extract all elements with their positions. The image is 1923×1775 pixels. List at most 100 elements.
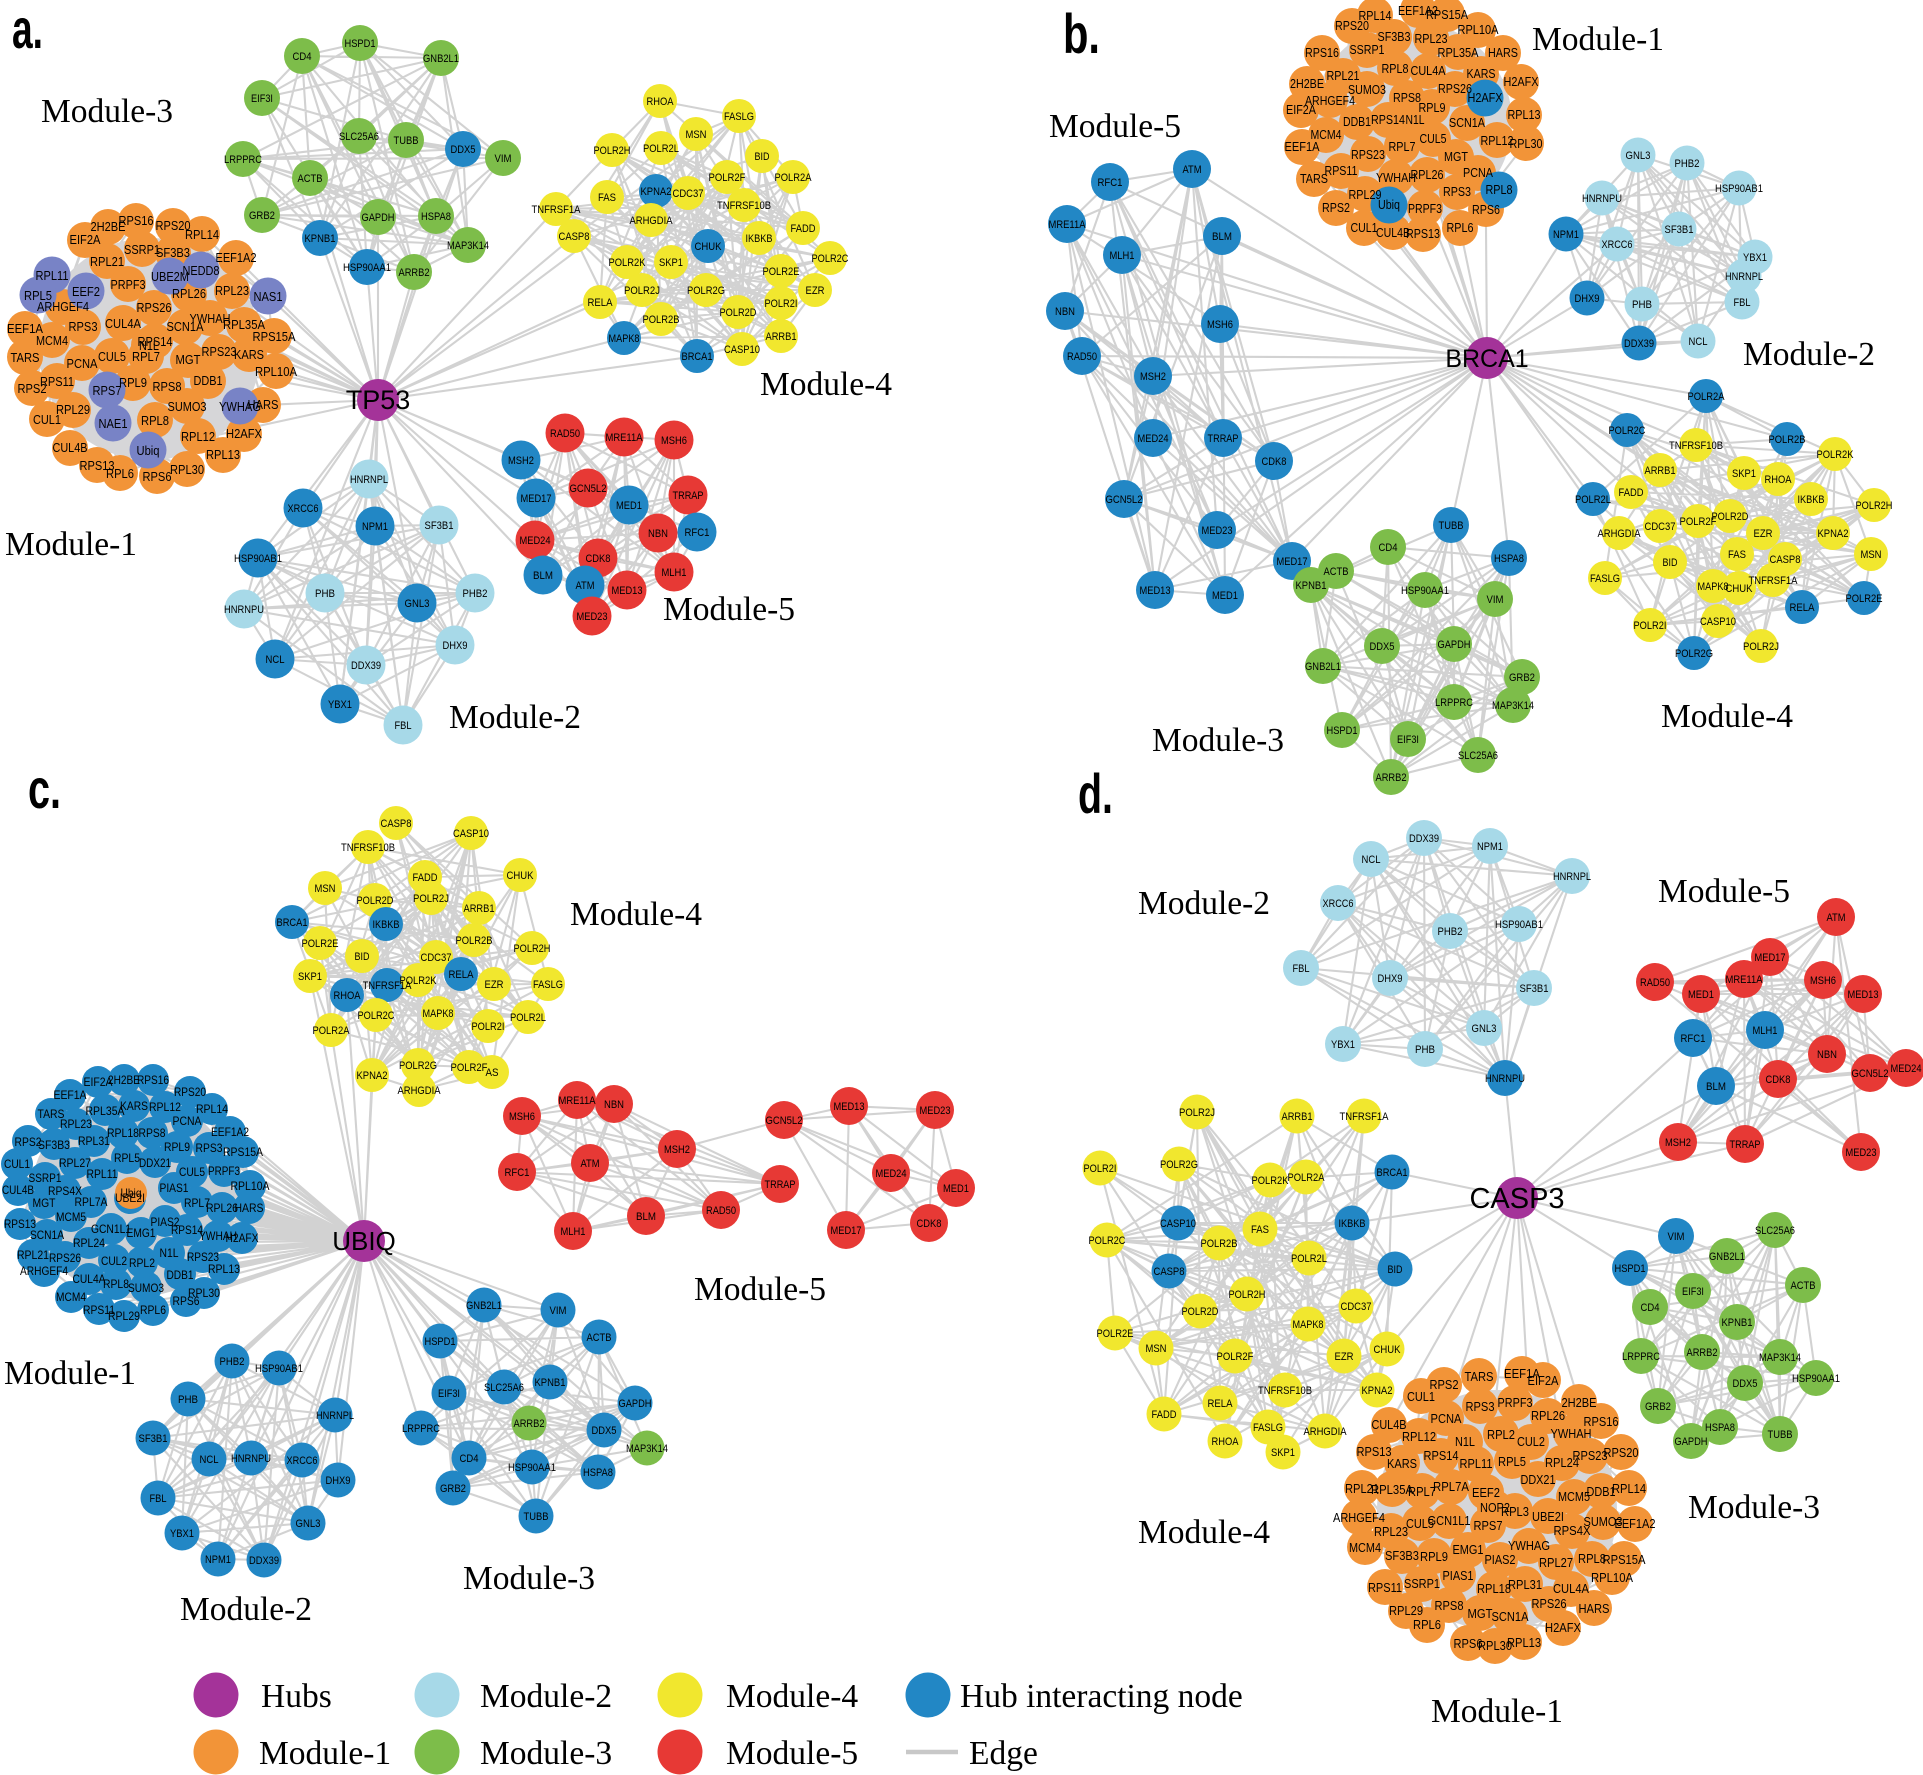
svg-text:RPS4X: RPS4X — [48, 1184, 82, 1198]
svg-text:RPS23: RPS23 — [1573, 1448, 1608, 1463]
svg-text:BID: BID — [1663, 557, 1678, 569]
svg-text:SUMO3: SUMO3 — [168, 399, 207, 414]
svg-text:MSN: MSN — [686, 129, 707, 141]
svg-text:CDK8: CDK8 — [917, 1218, 942, 1230]
svg-text:SF3B3: SF3B3 — [38, 1138, 70, 1152]
svg-text:POLR2A: POLR2A — [1688, 391, 1726, 403]
svg-text:RPL5: RPL5 — [1498, 1454, 1526, 1469]
svg-text:HSP90AA1: HSP90AA1 — [508, 1462, 556, 1474]
svg-text:DDX21: DDX21 — [1521, 1472, 1556, 1487]
svg-text:EEF1A: EEF1A — [1285, 140, 1321, 154]
svg-text:GCN1L1: GCN1L1 — [91, 1222, 131, 1236]
svg-text:YWHAG: YWHAG — [219, 399, 261, 414]
svg-text:VIM: VIM — [495, 153, 512, 165]
svg-text:DDB1: DDB1 — [1587, 1484, 1616, 1499]
svg-text:RPS3: RPS3 — [1466, 1399, 1495, 1414]
svg-text:NOP2: NOP2 — [1480, 1500, 1510, 1515]
svg-text:RPL21: RPL21 — [1345, 1481, 1379, 1496]
svg-text:HARS: HARS — [235, 1201, 264, 1215]
svg-text:POLR2A: POLR2A — [313, 1025, 351, 1037]
svg-text:HSPA8: HSPA8 — [1494, 553, 1524, 565]
svg-text:GNB2L1: GNB2L1 — [1305, 661, 1341, 673]
svg-text:HSP90AA1: HSP90AA1 — [1401, 585, 1449, 597]
svg-text:TNFRSF1A: TNFRSF1A — [532, 204, 582, 216]
svg-text:RPS6: RPS6 — [1472, 203, 1500, 217]
svg-text:CDK8: CDK8 — [1766, 1074, 1791, 1086]
svg-text:MED13: MED13 — [834, 1101, 865, 1113]
svg-text:SLC25A6: SLC25A6 — [484, 1382, 524, 1394]
svg-text:BRCA1: BRCA1 — [1377, 1167, 1408, 1179]
svg-text:FADD: FADD — [1152, 1409, 1177, 1421]
svg-text:FADD: FADD — [791, 223, 816, 235]
svg-text:POLR2G: POLR2G — [1160, 1159, 1198, 1171]
svg-text:SF3B3: SF3B3 — [156, 245, 190, 260]
svg-text:Module-2: Module-2 — [449, 699, 581, 736]
svg-text:CDK8: CDK8 — [586, 553, 611, 565]
svg-text:TARS: TARS — [1465, 1369, 1494, 1384]
svg-text:MED1: MED1 — [1688, 989, 1714, 1001]
svg-text:NBN: NBN — [604, 1099, 624, 1111]
svg-text:POLR2B: POLR2B — [1201, 1238, 1238, 1250]
svg-text:RPS15A: RPS15A — [1426, 8, 1469, 22]
svg-text:SSRP1: SSRP1 — [124, 242, 160, 257]
svg-text:VIM: VIM — [1668, 1231, 1685, 1243]
svg-text:RPL26: RPL26 — [172, 286, 206, 301]
svg-text:HSPD1: HSPD1 — [345, 38, 376, 50]
svg-text:RPL29: RPL29 — [1389, 1603, 1423, 1618]
svg-text:MED24: MED24 — [1138, 433, 1169, 445]
svg-text:RPL3: RPL3 — [1501, 1504, 1529, 1519]
svg-text:PHB2: PHB2 — [220, 1356, 245, 1368]
svg-text:NEDD8: NEDD8 — [183, 263, 220, 278]
svg-text:RPL29: RPL29 — [1349, 188, 1382, 202]
svg-text:MRE11A: MRE11A — [559, 1095, 597, 1107]
svg-text:ARRB1: ARRB1 — [1645, 465, 1676, 477]
svg-text:DDX39: DDX39 — [1409, 833, 1439, 845]
svg-text:FASLG: FASLG — [1253, 1422, 1283, 1434]
svg-text:RPS20: RPS20 — [174, 1085, 206, 1099]
svg-text:MRE11A: MRE11A — [1049, 219, 1087, 231]
svg-text:RPS20: RPS20 — [1335, 19, 1369, 33]
svg-text:FADD: FADD — [1619, 487, 1644, 499]
svg-text:MED24: MED24 — [1891, 1063, 1922, 1075]
svg-text:CUL5: CUL5 — [1420, 132, 1447, 146]
svg-text:MAP3K14: MAP3K14 — [1759, 1352, 1801, 1364]
svg-text:CD4: CD4 — [460, 1453, 479, 1465]
svg-text:RHOA: RHOA — [1212, 1436, 1240, 1448]
svg-text:DHX9: DHX9 — [1575, 293, 1600, 305]
svg-text:NCL: NCL — [1362, 854, 1381, 866]
svg-text:GAPDH: GAPDH — [1438, 639, 1471, 651]
svg-text:HSPD1: HSPD1 — [1327, 725, 1358, 737]
svg-text:RPS8: RPS8 — [139, 1126, 166, 1140]
svg-text:2H2BE: 2H2BE — [91, 219, 126, 234]
svg-text:HSP90AA1: HSP90AA1 — [1792, 1373, 1840, 1385]
svg-text:YWHAH: YWHAH — [199, 1229, 237, 1243]
svg-text:TNFRSF1A: TNFRSF1A — [1749, 575, 1799, 587]
svg-text:MGT: MGT — [176, 352, 201, 367]
svg-text:RPL23: RPL23 — [215, 283, 249, 298]
svg-text:MLH1: MLH1 — [1753, 1025, 1778, 1037]
svg-text:Hubs: Hubs — [261, 1678, 332, 1715]
svg-text:RPL7A: RPL7A — [1433, 1479, 1469, 1494]
svg-text:TNFRSF10B: TNFRSF10B — [717, 200, 771, 212]
svg-text:FBL: FBL — [1734, 297, 1751, 309]
svg-text:Module-4: Module-4 — [570, 896, 702, 933]
svg-text:LRPPRC: LRPPRC — [402, 1423, 440, 1435]
svg-text:RPL7: RPL7 — [1408, 1484, 1436, 1499]
svg-text:DHX9: DHX9 — [326, 1475, 351, 1487]
svg-text:RPS16: RPS16 — [1584, 1414, 1619, 1429]
svg-text:CUL5: CUL5 — [179, 1165, 205, 1179]
svg-text:HSP90AB1: HSP90AB1 — [1495, 919, 1543, 931]
svg-text:SF3B1: SF3B1 — [1665, 224, 1694, 236]
svg-text:RPS15A: RPS15A — [1603, 1552, 1646, 1567]
svg-text:ARHGDIA: ARHGDIA — [1598, 528, 1642, 540]
svg-text:Module-1: Module-1 — [1532, 21, 1664, 58]
svg-text:CUL2: CUL2 — [101, 1254, 127, 1268]
svg-text:RPL12: RPL12 — [149, 1100, 181, 1114]
svg-text:Module-3: Module-3 — [463, 1560, 595, 1597]
svg-text:EIF2A: EIF2A — [1528, 1373, 1559, 1388]
svg-text:RHOA: RHOA — [1765, 474, 1793, 486]
svg-text:GNL3: GNL3 — [1626, 150, 1651, 162]
svg-text:PIAS1: PIAS1 — [160, 1181, 189, 1195]
svg-text:DDB1: DDB1 — [194, 373, 223, 388]
svg-text:PRPF3: PRPF3 — [1498, 1395, 1533, 1410]
